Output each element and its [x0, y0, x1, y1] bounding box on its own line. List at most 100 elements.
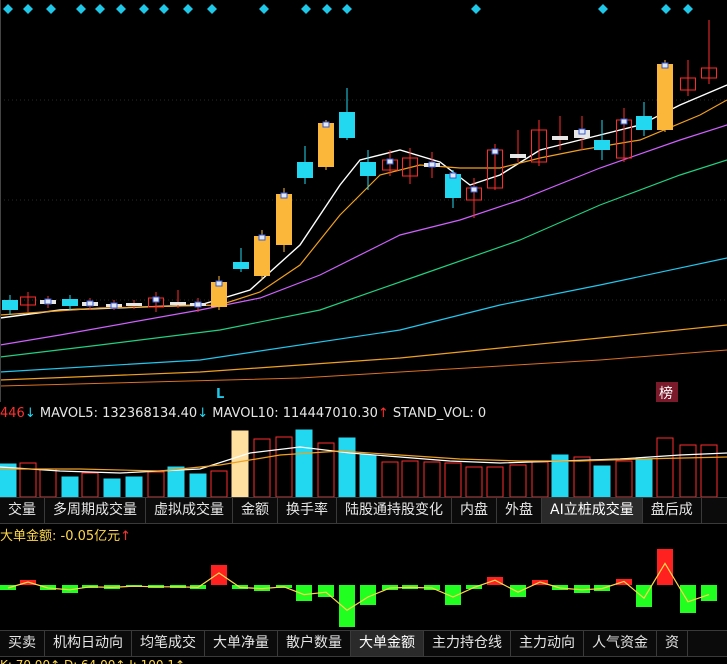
- candle-tag-icon: [194, 301, 202, 308]
- big-order-bar: [510, 585, 526, 597]
- volume-chart[interactable]: [0, 425, 727, 497]
- event-marker-icon[interactable]: [471, 4, 481, 14]
- event-marker-icon[interactable]: [183, 4, 193, 14]
- ma60-line: [0, 257, 727, 373]
- volume-tab-9[interactable]: 盘后成: [643, 498, 702, 523]
- volume-tab-5[interactable]: 陆股通持股变化: [337, 498, 452, 523]
- volume-bar: [656, 437, 674, 497]
- volume-bar: [381, 461, 399, 497]
- volume-bar: [103, 478, 121, 497]
- candle-tag-icon: [280, 192, 288, 199]
- mavol5-label: MAVOL5:: [39, 406, 98, 421]
- volume-bar: [0, 463, 17, 497]
- candle-body: [636, 116, 652, 130]
- volume-tab-2[interactable]: 虚拟成交量: [146, 498, 233, 523]
- volume-indicator-line: 446↓ MAVOL5: 132368134.40↓ MAVOL10: 1144…: [0, 406, 487, 421]
- volume-bar: [167, 466, 185, 497]
- capital-tab-8[interactable]: 人气资金: [584, 631, 657, 656]
- volume-bar: [551, 454, 569, 497]
- event-marker-icon[interactable]: [598, 4, 608, 14]
- candle-tag-icon: [578, 128, 586, 135]
- event-marker-icon[interactable]: [3, 4, 13, 14]
- big-order-bar: [445, 585, 461, 605]
- volume-bar: [531, 461, 549, 497]
- event-marker-icon[interactable]: [76, 4, 86, 14]
- volume-tab-8[interactable]: AI立桩成交量: [542, 498, 643, 523]
- volume-bar: [61, 476, 79, 497]
- volume-bar: [253, 438, 271, 497]
- candle-body: [297, 162, 313, 178]
- capital-tab-4[interactable]: 散户数量: [278, 631, 351, 656]
- event-marker-icon[interactable]: [207, 4, 217, 14]
- candle-body: [531, 129, 547, 163]
- event-marker-icon[interactable]: [159, 4, 169, 14]
- volume-tab-4[interactable]: 换手率: [278, 498, 337, 523]
- volume-bar: [700, 444, 718, 497]
- volume-bar: [125, 476, 143, 497]
- event-marker-icon[interactable]: [46, 4, 56, 14]
- candle-body: [20, 296, 36, 306]
- volume-bar: [338, 437, 356, 497]
- mavol10-label: MAVOL10:: [212, 406, 279, 421]
- volume-bar: [19, 462, 37, 497]
- volume-tab-1[interactable]: 多周期成交量: [45, 498, 146, 523]
- big-order-bar: [701, 585, 717, 601]
- ma10-line: [0, 99, 727, 316]
- volume-ma-lines: [0, 446, 727, 474]
- capital-tab-5[interactable]: 大单金额: [351, 631, 424, 656]
- event-marker-icon[interactable]: [661, 4, 671, 14]
- candle-body: [339, 112, 355, 138]
- big-order-bar: [318, 585, 334, 597]
- volume-tab-7[interactable]: 外盘: [497, 498, 542, 523]
- candle-tag-icon: [491, 148, 499, 155]
- volume-bars: [0, 429, 718, 497]
- capital-tab-1[interactable]: 机构日动向: [45, 631, 132, 656]
- capital-tab-2[interactable]: 均笔成交: [132, 631, 205, 656]
- candle-tag-icon: [258, 234, 266, 241]
- volume-bar: [423, 461, 441, 497]
- volume-bar: [444, 462, 462, 497]
- candles: [2, 20, 717, 315]
- event-marker-icon[interactable]: [95, 4, 105, 14]
- candle-tag-icon: [322, 121, 330, 128]
- capital-tab-3[interactable]: 大单净量: [205, 631, 278, 656]
- big-order-bar: [339, 585, 355, 627]
- event-marker-icon[interactable]: [683, 4, 693, 14]
- big-order-chart[interactable]: [0, 548, 727, 630]
- event-marker-icon[interactable]: [322, 4, 332, 14]
- candle-body: [360, 162, 376, 176]
- event-marker-icon[interactable]: [301, 4, 311, 14]
- volume-tab-0[interactable]: 交量: [0, 498, 45, 523]
- event-marker-icon[interactable]: [139, 4, 149, 14]
- big-order-bars: [0, 549, 717, 627]
- candle-body: [2, 300, 18, 310]
- kdj-indicator-line: K: 70.00↑ D: 64.00↑ J: 100.1↑: [0, 656, 185, 664]
- volume-bar: [295, 429, 313, 497]
- volume-tab-6[interactable]: 内盘: [452, 498, 497, 523]
- candle-body: [594, 140, 610, 150]
- capital-tab-0[interactable]: 买卖: [0, 631, 45, 656]
- capital-tab-6[interactable]: 主力持仓线: [424, 631, 511, 656]
- rank-badge[interactable]: 榜: [659, 385, 673, 402]
- rank-badge-bg[interactable]: [656, 382, 678, 402]
- candlestick-chart[interactable]: L 榜: [0, 0, 727, 402]
- candle-tag-icon: [620, 118, 628, 125]
- capital-tab-9[interactable]: 资: [657, 631, 688, 656]
- candle-tag-icon: [110, 302, 118, 309]
- mavol10-value: 114447010.30: [282, 406, 378, 421]
- event-marker-icon[interactable]: [342, 4, 352, 14]
- capital-tab-7[interactable]: 主力动向: [511, 631, 584, 656]
- candle-body: [170, 302, 186, 305]
- candle-body: [680, 77, 696, 91]
- event-marker-icon[interactable]: [23, 4, 33, 14]
- low-point-label: L: [216, 387, 224, 402]
- event-marker-icon[interactable]: [116, 4, 126, 14]
- candle-tag-icon: [449, 172, 457, 179]
- volume-tab-3[interactable]: 金额: [233, 498, 278, 523]
- volume-bar: [679, 444, 697, 497]
- event-marker-icon[interactable]: [259, 4, 269, 14]
- candle-tag-icon: [152, 296, 160, 303]
- event-markers[interactable]: [3, 4, 693, 14]
- volume-bar: [509, 464, 527, 497]
- volume-bar: [39, 468, 57, 497]
